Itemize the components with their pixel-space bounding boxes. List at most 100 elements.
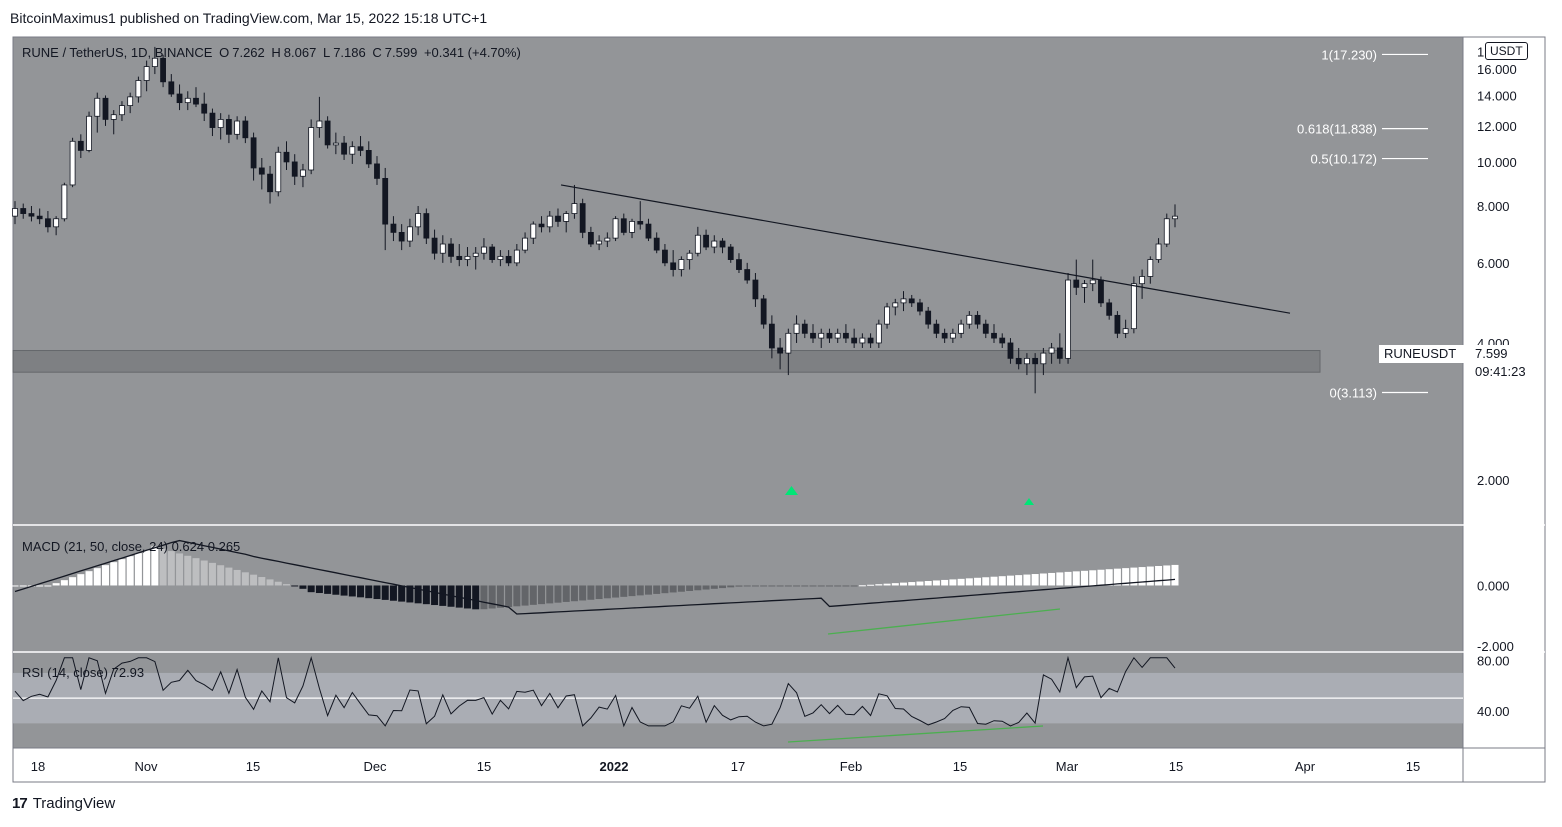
rsi-label: RSI (14, close) [22, 665, 108, 680]
candle-body [917, 302, 923, 312]
rsi-legend: RSI (14, close) 72.93 [22, 665, 144, 680]
candle-body [538, 223, 545, 228]
candle-body [184, 97, 191, 104]
publisher-header: BitcoinMaximus1 published on TradingView… [10, 10, 488, 26]
candle-body [793, 323, 800, 334]
macd-histogram-bar [513, 585, 521, 607]
candle-body [374, 163, 380, 179]
macd-histogram-bar [480, 585, 488, 610]
macd-histogram-bar [694, 585, 702, 591]
candle-body [892, 302, 899, 308]
candle-body [612, 218, 619, 239]
candle-body [843, 332, 849, 339]
macd-histogram-bar [809, 585, 817, 587]
macd-legend: MACD (21, 50, close, 24) 0.624 0.265 [22, 539, 240, 554]
macd-histogram-bar [760, 585, 768, 587]
candle-body [456, 255, 463, 260]
macd-value-2: 0.265 [207, 539, 241, 554]
macd-histogram-bar [348, 585, 356, 597]
macd-histogram-bar [719, 585, 727, 589]
macd-histogram-bar [825, 585, 833, 587]
macd-histogram-bar [1056, 572, 1064, 586]
macd-histogram-bar [669, 585, 677, 593]
macd-histogram-bar [1081, 570, 1089, 586]
candle-body [217, 119, 224, 128]
macd-histogram-bar [858, 585, 866, 587]
candle-body [834, 332, 841, 339]
candle-body [102, 97, 109, 120]
fib-level-label: 0.618(11.838) [1297, 122, 1377, 137]
candle-body [1098, 279, 1104, 304]
candle-body [908, 298, 915, 304]
candle-body [201, 103, 208, 114]
macd-histogram-bar [1155, 565, 1163, 586]
candle-body [1040, 352, 1047, 365]
candle-body [999, 337, 1006, 344]
candle-body [604, 237, 611, 242]
candle-body [530, 223, 537, 239]
macd-histogram-bar [949, 579, 957, 586]
candle-body [818, 332, 825, 339]
macd-histogram-bar [554, 585, 562, 603]
time-tick-label: Nov [134, 759, 158, 774]
time-tick-label: 17 [731, 759, 745, 774]
currency-button[interactable]: USDT [1485, 42, 1528, 60]
macd-histogram-bar [867, 584, 875, 586]
candle-body [176, 93, 183, 104]
candle-body [250, 137, 257, 169]
candle-body [719, 240, 726, 248]
candle-body [226, 119, 232, 135]
macd-histogram-bar [1015, 575, 1023, 586]
candle-body [966, 314, 973, 325]
candle-body [629, 221, 635, 233]
macd-histogram-bar [875, 584, 883, 586]
macd-histogram-bar [941, 579, 949, 586]
macd-histogram-bar [406, 585, 414, 603]
candle-body [1122, 328, 1129, 334]
macd-histogram-bar [85, 571, 93, 586]
legend-c-label: C [372, 45, 382, 60]
macd-histogram-bar [217, 565, 225, 586]
macd-histogram-bar [250, 574, 258, 586]
macd-histogram-bar [472, 585, 480, 610]
macd-histogram-bar [36, 585, 44, 587]
candle-body [324, 120, 331, 146]
legend-h-label: H [271, 45, 281, 60]
candle-body [20, 208, 27, 214]
macd-histogram-bar [44, 585, 52, 587]
footer-brand[interactable]: 17 TradingView [12, 795, 115, 812]
rsi-value: 72.93 [111, 665, 145, 680]
candle-body [1032, 357, 1039, 365]
candle-body [439, 243, 446, 254]
time-tick-label: Dec [363, 759, 387, 774]
candle-body [949, 332, 956, 339]
rsi-bullish-divergence-line [787, 725, 1044, 743]
macd-histogram-bar [1113, 568, 1121, 586]
macd-histogram-bar [891, 583, 899, 586]
chart-background [13, 37, 1463, 748]
candle-body [45, 218, 51, 228]
candle-body [1163, 218, 1170, 245]
candle-body [933, 323, 940, 334]
candle-body [61, 184, 68, 220]
macd-histogram-bar [167, 551, 175, 586]
price-tick-label: 6.000 [1477, 256, 1510, 271]
candle-body [1139, 276, 1145, 285]
macd-histogram-bar [538, 585, 546, 605]
candle-body [242, 120, 249, 139]
macd-histogram-bar [184, 555, 192, 586]
candle-body [645, 223, 652, 239]
candle-body [760, 298, 767, 325]
macd-histogram-bar [842, 585, 850, 587]
macd-histogram-bar [1039, 573, 1047, 586]
legend-l-label: L [322, 45, 331, 60]
candle-body [431, 237, 438, 254]
candle-body [448, 243, 454, 257]
candle-body [563, 213, 570, 222]
macd-histogram-bar [176, 553, 184, 586]
rsi-tick-label: 40.00 [1477, 704, 1510, 719]
macd-histogram-bar [118, 559, 126, 586]
candle-body [991, 332, 997, 339]
macd-histogram-bar [570, 585, 578, 602]
